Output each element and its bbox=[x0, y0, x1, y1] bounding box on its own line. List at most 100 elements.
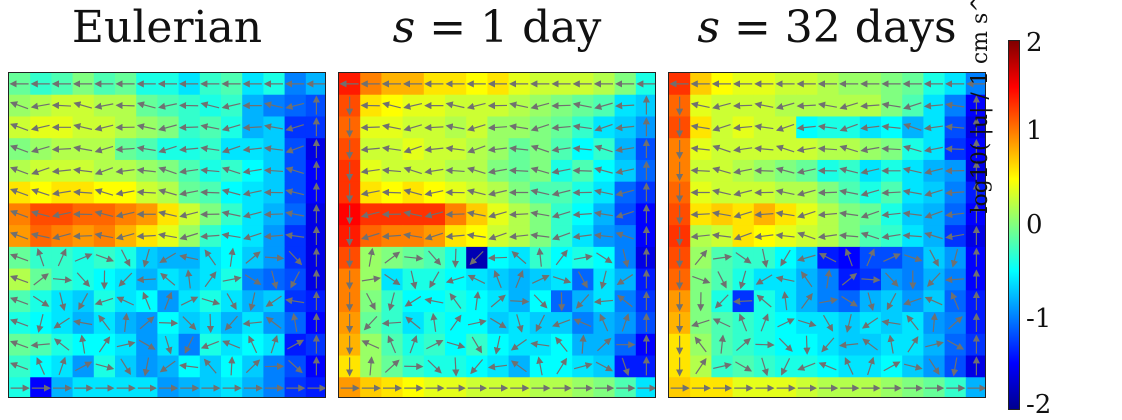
flow-arrow bbox=[263, 232, 284, 240]
flow-arrow bbox=[30, 231, 50, 239]
flow-arrow bbox=[10, 318, 29, 327]
flow-arrow bbox=[179, 211, 199, 219]
flow-arrow bbox=[510, 360, 527, 373]
flow-arrow bbox=[245, 251, 261, 264]
heatmap-cell bbox=[614, 377, 637, 397]
flow-arrow bbox=[33, 273, 49, 286]
flow-arrow bbox=[867, 356, 875, 376]
flow-arrow bbox=[488, 189, 507, 197]
flow-arrow bbox=[712, 102, 731, 110]
flow-arrow bbox=[796, 102, 816, 110]
flow-arrow bbox=[488, 232, 507, 241]
flow-arrow bbox=[817, 123, 838, 131]
flow-arrow bbox=[817, 101, 837, 109]
flow-arrow bbox=[694, 336, 707, 353]
flow-arrow bbox=[796, 124, 816, 132]
flow-arrow bbox=[597, 337, 612, 352]
flow-arrow bbox=[780, 249, 791, 267]
flow-arrow bbox=[755, 274, 773, 285]
flow-arrow bbox=[798, 319, 817, 328]
flow-arrow bbox=[817, 210, 838, 219]
heatmap-cell bbox=[635, 159, 655, 183]
flow-arrow bbox=[381, 188, 402, 197]
flow-arrow bbox=[451, 248, 460, 268]
flow-arrow bbox=[30, 341, 50, 349]
flow-arrow bbox=[285, 124, 304, 132]
flow-arrow bbox=[403, 210, 423, 218]
flow-arrow bbox=[404, 295, 422, 307]
flow-arrow bbox=[621, 357, 630, 377]
flow-arrow bbox=[471, 336, 483, 354]
flow-arrow bbox=[265, 316, 282, 329]
flow-arrow bbox=[594, 166, 613, 174]
flow-arrow bbox=[403, 102, 423, 110]
flow-arrow bbox=[839, 232, 859, 240]
flow-arrow bbox=[242, 319, 262, 327]
flow-arrow bbox=[452, 357, 460, 377]
flow-arrow bbox=[945, 276, 965, 284]
flow-arrow bbox=[866, 248, 875, 267]
heatmap-cell bbox=[635, 203, 655, 226]
flow-arrow bbox=[285, 145, 304, 154]
heatmap-cell bbox=[711, 377, 734, 397]
flow-arrow bbox=[572, 167, 592, 175]
flow-arrow bbox=[572, 145, 592, 153]
panel-title-s1: s = 1 day bbox=[338, 2, 656, 53]
flow-arrow bbox=[945, 232, 965, 241]
heatmap-cell bbox=[221, 377, 243, 397]
flow-arrow bbox=[429, 271, 440, 289]
heatmap-cell bbox=[178, 377, 201, 397]
flow-arrow bbox=[424, 145, 444, 153]
flow-arrow bbox=[594, 188, 613, 196]
flow-arrow bbox=[360, 167, 380, 175]
flow-arrow bbox=[535, 314, 546, 333]
flow-arrow bbox=[203, 358, 217, 374]
flow-arrow bbox=[387, 292, 395, 312]
flow-arrow bbox=[530, 340, 550, 348]
flow-arrow bbox=[185, 269, 193, 289]
flow-arrow bbox=[593, 297, 614, 306]
flow-arrow bbox=[403, 231, 423, 240]
flow-arrow bbox=[945, 211, 965, 219]
flow-arrow bbox=[860, 189, 880, 197]
flow-arrow bbox=[424, 297, 444, 305]
flow-arrow bbox=[841, 273, 858, 286]
flow-arrow bbox=[796, 254, 816, 263]
flow-arrow bbox=[796, 189, 816, 197]
flow-arrow bbox=[756, 294, 772, 308]
flow-arrow bbox=[466, 102, 486, 110]
panel-title-text: = 32 days bbox=[719, 2, 957, 53]
colorbar-tick-label: 2 bbox=[1026, 28, 1043, 58]
flow-arrow bbox=[118, 272, 133, 287]
flow-arrow bbox=[924, 210, 943, 219]
flow-arrow bbox=[164, 335, 173, 355]
flow-arrow bbox=[30, 102, 50, 110]
flow-arrow bbox=[158, 319, 179, 327]
flow-arrow bbox=[222, 275, 242, 283]
flow-arrow bbox=[733, 102, 753, 110]
flow-arrow bbox=[690, 210, 710, 219]
flow-arrow bbox=[929, 249, 939, 267]
flow-arrow bbox=[839, 144, 858, 153]
flow-arrow bbox=[158, 102, 177, 110]
flow-arrow bbox=[511, 251, 527, 265]
flow-arrow bbox=[10, 209, 29, 218]
flow-arrow bbox=[36, 314, 44, 333]
flow-arrow bbox=[142, 291, 151, 310]
flow-arrow bbox=[712, 144, 731, 153]
flow-arrow bbox=[536, 356, 544, 376]
flow-arrow bbox=[52, 233, 71, 241]
heatmap-cell bbox=[965, 268, 985, 291]
flow-arrow bbox=[115, 167, 135, 175]
heatmap-cell bbox=[284, 377, 307, 397]
flow-arrow bbox=[530, 210, 550, 218]
flow-arrow bbox=[733, 189, 753, 197]
flow-arrow bbox=[839, 341, 859, 349]
flow-arrow bbox=[200, 232, 220, 240]
flow-arrow bbox=[733, 167, 753, 175]
flow-arrow bbox=[367, 247, 375, 267]
flow-arrow bbox=[510, 339, 527, 351]
flow-arrow bbox=[288, 250, 303, 266]
flow-arrow bbox=[617, 294, 633, 308]
flow-arrow bbox=[860, 124, 880, 132]
